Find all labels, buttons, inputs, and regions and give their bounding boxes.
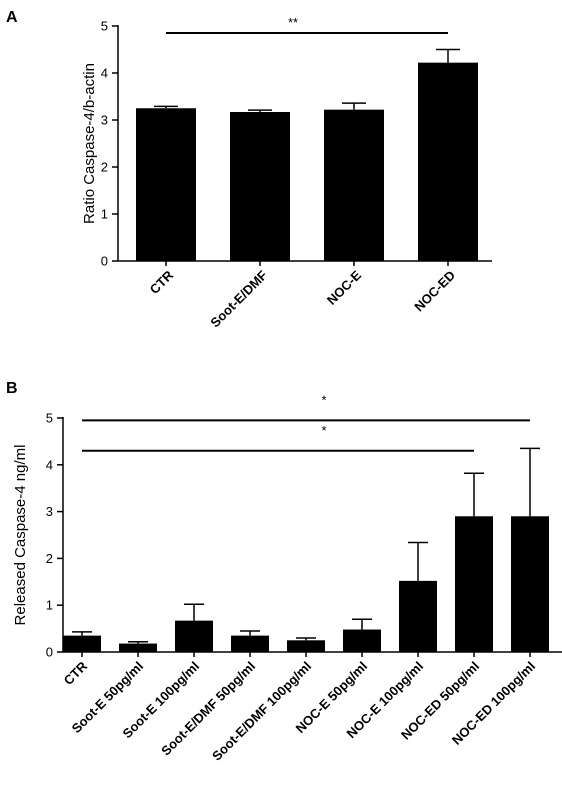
panel-b-y-tick-label: 3 <box>46 504 53 519</box>
panel-b-bar <box>399 580 437 652</box>
panel-a-significance-label: ** <box>288 15 298 30</box>
panel-b-bar <box>287 640 325 652</box>
panel-a-y-tick-label: 5 <box>101 19 108 34</box>
panel-b-category-label: CTR <box>61 658 91 688</box>
panel-a-category-label: CTR <box>147 267 177 297</box>
panel-b-category-label: Soot-E/DMF 50pg/ml <box>158 659 258 759</box>
panel-a-bar <box>418 62 478 261</box>
panel-a-y-tick-label: 3 <box>101 113 108 128</box>
panel-b-bar <box>455 516 493 652</box>
panel-a-y-tick-label: 1 <box>101 207 108 222</box>
panel-b-chart: B Released Caspase-4 ng/ml 0 1 2 3 4 5 CTR Soot… <box>6 380 562 764</box>
panel-a-y-axis-title: Ratio Caspase-4/b-actin <box>81 63 98 224</box>
panel-a-category-label: NOC-E <box>324 267 364 307</box>
panel-b-y-tick-label: 4 <box>46 457 53 472</box>
panel-a-category-label: NOC-ED <box>411 268 458 315</box>
panel-a-bar <box>230 112 290 261</box>
panel-b-category-label: Soot-E/DMF 100pg/ml <box>209 659 314 764</box>
panel-a-y-tick-label: 0 <box>101 254 108 269</box>
panel-b-letter: B <box>6 380 18 397</box>
panel-a-category-label: Soot-E/DMF <box>207 267 270 330</box>
panel-a-bar <box>136 108 196 261</box>
panel-a-y-tick-label: 4 <box>101 66 108 81</box>
panel-b-bar <box>511 516 549 652</box>
panel-b-y-tick-label: 2 <box>46 551 53 566</box>
panel-b-significance-label: * <box>321 423 326 438</box>
panel-b-y-tick-label: 5 <box>46 411 53 426</box>
panel-b-bar <box>231 635 269 652</box>
panel-b-bar <box>63 635 101 652</box>
panel-a-letter: A <box>6 9 18 26</box>
panel-b-significance-label: * <box>321 392 326 407</box>
panel-b-bar <box>119 643 157 652</box>
panel-b-y-axis-title: Released Caspase-4 ng/ml <box>12 445 29 626</box>
panel-b-bar <box>175 620 213 652</box>
panel-b-y-tick-label: 0 <box>46 645 53 660</box>
panel-b-bar <box>343 629 381 652</box>
panel-a-bar <box>324 109 384 261</box>
panel-a-y-tick-label: 2 <box>101 160 108 175</box>
panel-b-y-tick-label: 1 <box>46 598 53 613</box>
panel-a-chart: A Ratio Caspase-4/b-actin 0 1 2 3 4 5 CTR Soot-… <box>6 9 492 330</box>
